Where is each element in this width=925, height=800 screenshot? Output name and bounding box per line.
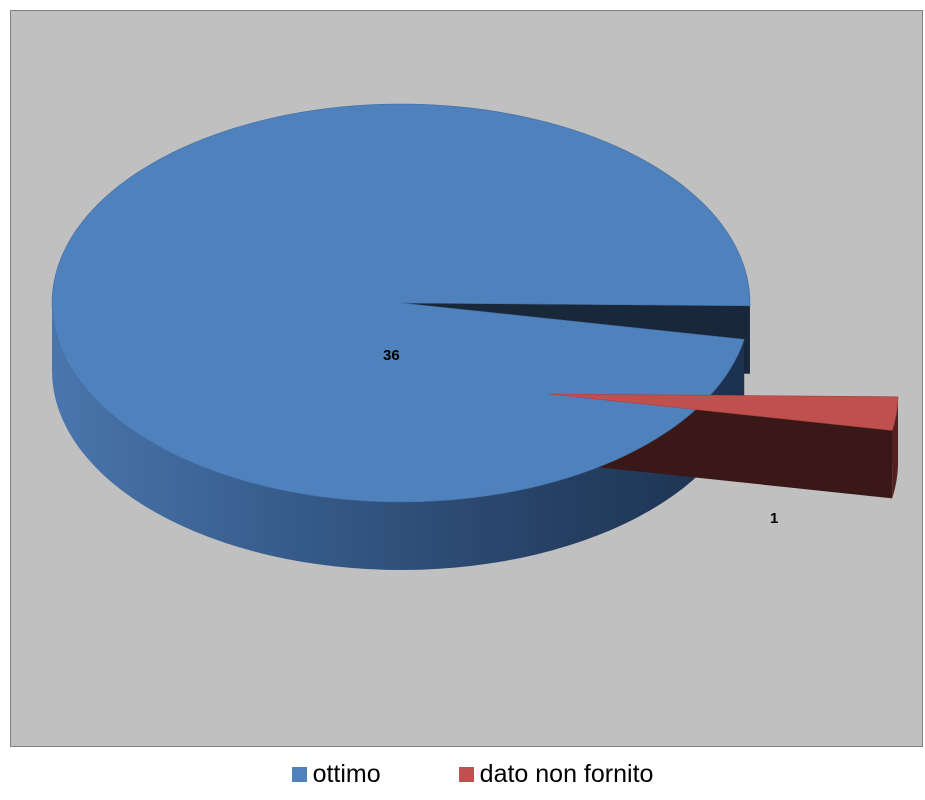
pie-chart: 36 1 bbox=[51, 103, 899, 570]
legend: ottimo dato non fornito bbox=[0, 760, 925, 800]
legend-item-ottimo: ottimo bbox=[291, 760, 381, 789]
legend-label: dato non fornito bbox=[479, 760, 654, 788]
legend-label: ottimo bbox=[312, 760, 381, 788]
slice-dato-non-fornito bbox=[548, 393, 899, 431]
data-label-ottimo: 36 bbox=[383, 347, 400, 364]
legend-swatch-dato-non-fornito bbox=[458, 767, 474, 782]
slice-ottimo bbox=[51, 103, 751, 503]
slice-side-ottimo-0 bbox=[52, 303, 745, 570]
legend-swatch-ottimo bbox=[291, 767, 307, 782]
slice-side-dato-non-fornito-0 bbox=[892, 396, 898, 499]
data-label-dato-non-fornito: 1 bbox=[770, 510, 778, 527]
legend-item-dato-non-fornito: dato non fornito bbox=[458, 760, 654, 789]
